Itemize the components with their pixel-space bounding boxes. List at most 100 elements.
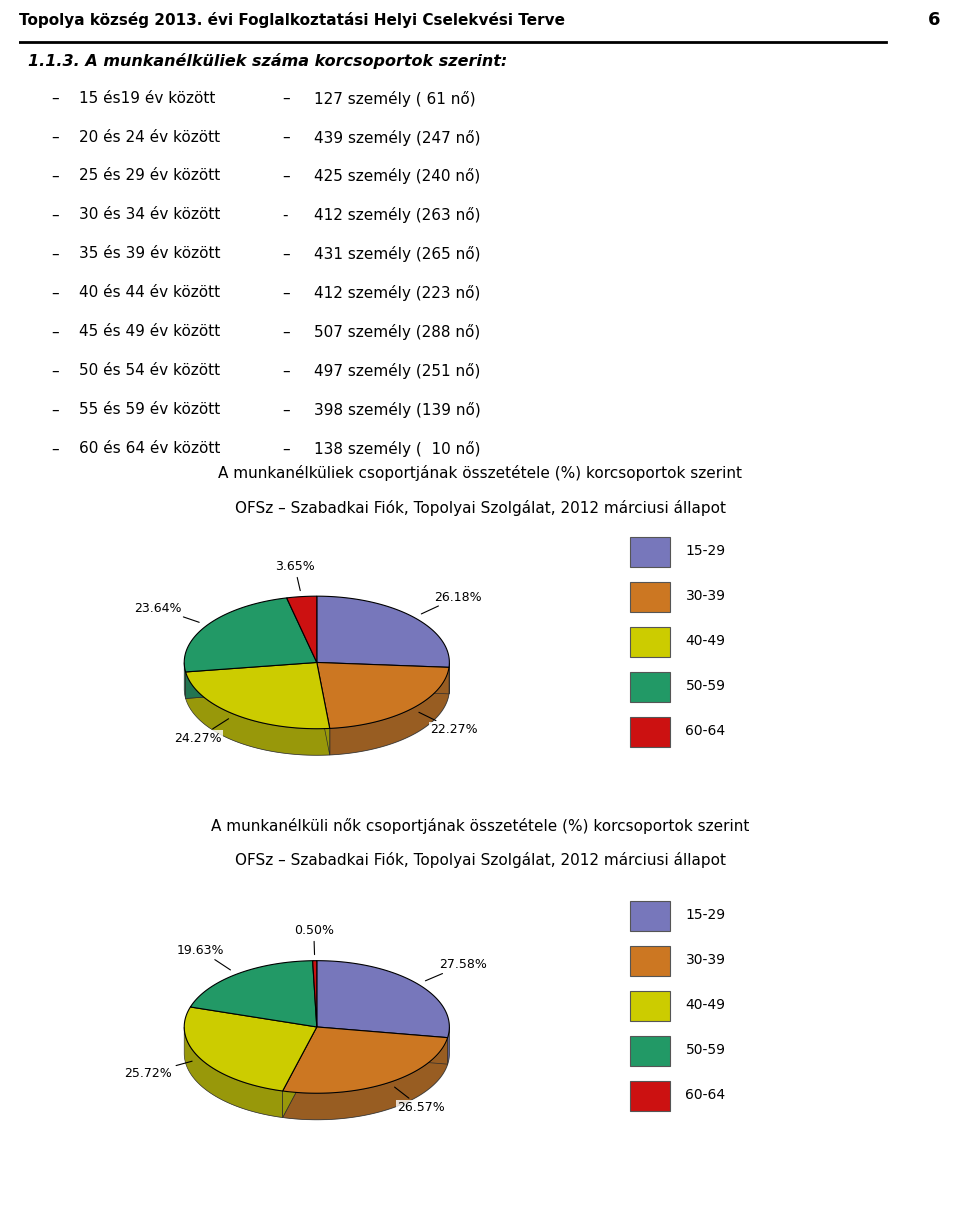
Text: 24.27%: 24.27%	[175, 719, 228, 745]
Text: A munkanélküli nők csoportjának összetétele (%) korcsoportok szerint: A munkanélküli nők csoportjának összetét…	[211, 818, 749, 833]
Polygon shape	[185, 662, 329, 729]
Text: Topolya község 2013. évi Foglalkoztatási Helyi Cselekvési Terve: Topolya község 2013. évi Foglalkoztatási…	[19, 12, 565, 28]
FancyBboxPatch shape	[630, 627, 670, 657]
Text: 497 személy (251 nő): 497 személy (251 nő)	[314, 363, 481, 379]
Polygon shape	[282, 1027, 447, 1094]
Text: –: –	[282, 402, 290, 418]
Text: 22.27%: 22.27%	[419, 712, 478, 736]
FancyBboxPatch shape	[630, 537, 670, 567]
Text: 425 személy (240 nő): 425 személy (240 nő)	[314, 169, 480, 185]
Polygon shape	[184, 1007, 317, 1091]
Polygon shape	[317, 662, 449, 694]
Text: 40-49: 40-49	[685, 999, 726, 1012]
Text: –: –	[52, 363, 60, 378]
Text: 23.64%: 23.64%	[134, 601, 199, 622]
Text: –: –	[282, 286, 290, 300]
Text: 15-29: 15-29	[685, 544, 726, 558]
Polygon shape	[317, 961, 449, 1038]
Text: –: –	[282, 169, 290, 183]
Text: A munkanélküliek csoportjának összetétele (%) korcsoportok szerint: A munkanélküliek csoportjának összetétel…	[218, 465, 742, 481]
Polygon shape	[317, 1027, 447, 1064]
Text: 15 és19 év között: 15 és19 év között	[79, 91, 215, 106]
Polygon shape	[447, 1028, 449, 1064]
Polygon shape	[184, 598, 317, 672]
Text: –: –	[52, 91, 60, 106]
Text: 35 és 39 év között: 35 és 39 év között	[79, 247, 221, 261]
FancyBboxPatch shape	[630, 946, 670, 977]
Polygon shape	[329, 667, 449, 755]
Text: 26.57%: 26.57%	[395, 1087, 445, 1114]
Polygon shape	[282, 1027, 317, 1118]
FancyBboxPatch shape	[630, 1081, 670, 1112]
Text: 398 személy (139 nő): 398 személy (139 nő)	[314, 402, 481, 418]
Text: –: –	[52, 402, 60, 418]
Polygon shape	[282, 1027, 317, 1118]
Text: –: –	[282, 130, 290, 145]
Text: 60-64: 60-64	[685, 1089, 726, 1102]
Text: –: –	[52, 247, 60, 261]
Polygon shape	[317, 1027, 447, 1064]
Text: –: –	[282, 247, 290, 261]
Text: –: –	[52, 208, 60, 222]
Text: 25 és 29 év között: 25 és 29 év között	[79, 169, 221, 183]
Text: 30 és 34 év között: 30 és 34 év között	[79, 208, 221, 222]
Text: –: –	[282, 91, 290, 106]
FancyBboxPatch shape	[630, 672, 670, 702]
Text: 412 személy (263 nő): 412 személy (263 nő)	[314, 208, 481, 224]
Polygon shape	[317, 662, 329, 755]
Polygon shape	[317, 662, 329, 755]
Polygon shape	[282, 1038, 447, 1120]
Text: OFSz – Szabadkai Fiók, Topolyai Szolgálat, 2012 márciusi állapot: OFSz – Szabadkai Fiók, Topolyai Szolgála…	[234, 501, 726, 516]
Text: 439 személy (247 nő): 439 személy (247 nő)	[314, 130, 481, 146]
Text: –: –	[282, 324, 290, 339]
Polygon shape	[313, 961, 317, 1027]
Text: 60-64: 60-64	[685, 724, 726, 738]
Polygon shape	[287, 597, 317, 662]
Text: -: -	[282, 208, 287, 222]
Text: 55 és 59 év között: 55 és 59 év között	[79, 402, 221, 418]
Text: 45 és 49 év között: 45 és 49 év között	[79, 324, 221, 339]
Text: 3.65%: 3.65%	[275, 560, 315, 590]
Text: 50-59: 50-59	[685, 679, 726, 693]
Text: 19.63%: 19.63%	[177, 944, 230, 970]
Text: –: –	[282, 441, 290, 457]
Polygon shape	[185, 662, 317, 699]
Text: 40-49: 40-49	[685, 634, 726, 648]
Polygon shape	[185, 662, 317, 699]
Polygon shape	[190, 961, 317, 1027]
Text: –: –	[282, 363, 290, 378]
Text: 20 és 24 év között: 20 és 24 év között	[79, 130, 220, 145]
Text: 138 személy (  10 nő): 138 személy ( 10 nő)	[314, 441, 481, 457]
Text: –: –	[52, 169, 60, 183]
Text: 30-39: 30-39	[685, 954, 726, 967]
Text: 0.50%: 0.50%	[294, 925, 334, 955]
Text: –: –	[52, 324, 60, 339]
Text: 15-29: 15-29	[685, 909, 726, 922]
Text: 50 és 54 év között: 50 és 54 év között	[79, 363, 220, 378]
Text: 60 és 64 év között: 60 és 64 év között	[79, 441, 221, 457]
Text: 26.18%: 26.18%	[421, 590, 482, 614]
Text: 27.58%: 27.58%	[425, 959, 488, 981]
FancyBboxPatch shape	[630, 991, 670, 1022]
Polygon shape	[317, 662, 449, 694]
FancyBboxPatch shape	[630, 717, 670, 747]
Text: 30-39: 30-39	[685, 589, 726, 603]
Text: 25.72%: 25.72%	[125, 1061, 192, 1080]
Text: –: –	[52, 286, 60, 300]
Text: OFSz – Szabadkai Fiók, Topolyai Szolgálat, 2012 márciusi állapot: OFSz – Szabadkai Fiók, Topolyai Szolgála…	[234, 853, 726, 869]
Polygon shape	[317, 662, 449, 729]
Text: 412 személy (223 nő): 412 személy (223 nő)	[314, 286, 481, 301]
Text: 50-59: 50-59	[685, 1044, 726, 1057]
Text: 6: 6	[928, 11, 941, 29]
Text: 507 személy (288 nő): 507 személy (288 nő)	[314, 324, 480, 340]
Polygon shape	[184, 1027, 282, 1118]
Text: 40 és 44 év között: 40 és 44 év között	[79, 286, 220, 300]
Polygon shape	[317, 597, 449, 667]
Text: 127 személy ( 61 nő): 127 személy ( 61 nő)	[314, 91, 476, 107]
Text: 1.1.3. A munkanélküliek száma korcsoportok szerint:: 1.1.3. A munkanélküliek száma korcsoport…	[29, 52, 508, 69]
Polygon shape	[184, 662, 185, 699]
FancyBboxPatch shape	[630, 1036, 670, 1067]
FancyBboxPatch shape	[630, 902, 670, 932]
FancyBboxPatch shape	[630, 582, 670, 612]
Text: –: –	[52, 441, 60, 457]
